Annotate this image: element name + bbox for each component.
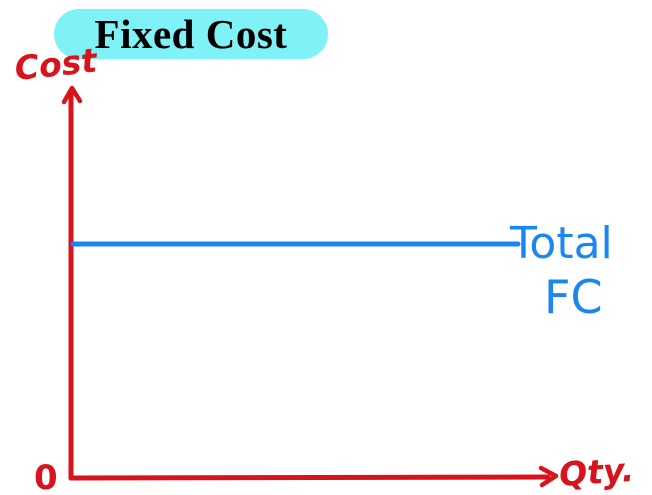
total-fc-label-line2: FC [544,270,603,324]
total-fc-label-line1: Total [509,218,613,269]
x-axis-label: Qty. [558,450,635,494]
origin-label: 0 [34,458,58,495]
y-axis-label: Cost [13,40,100,88]
x-axis [71,477,548,478]
